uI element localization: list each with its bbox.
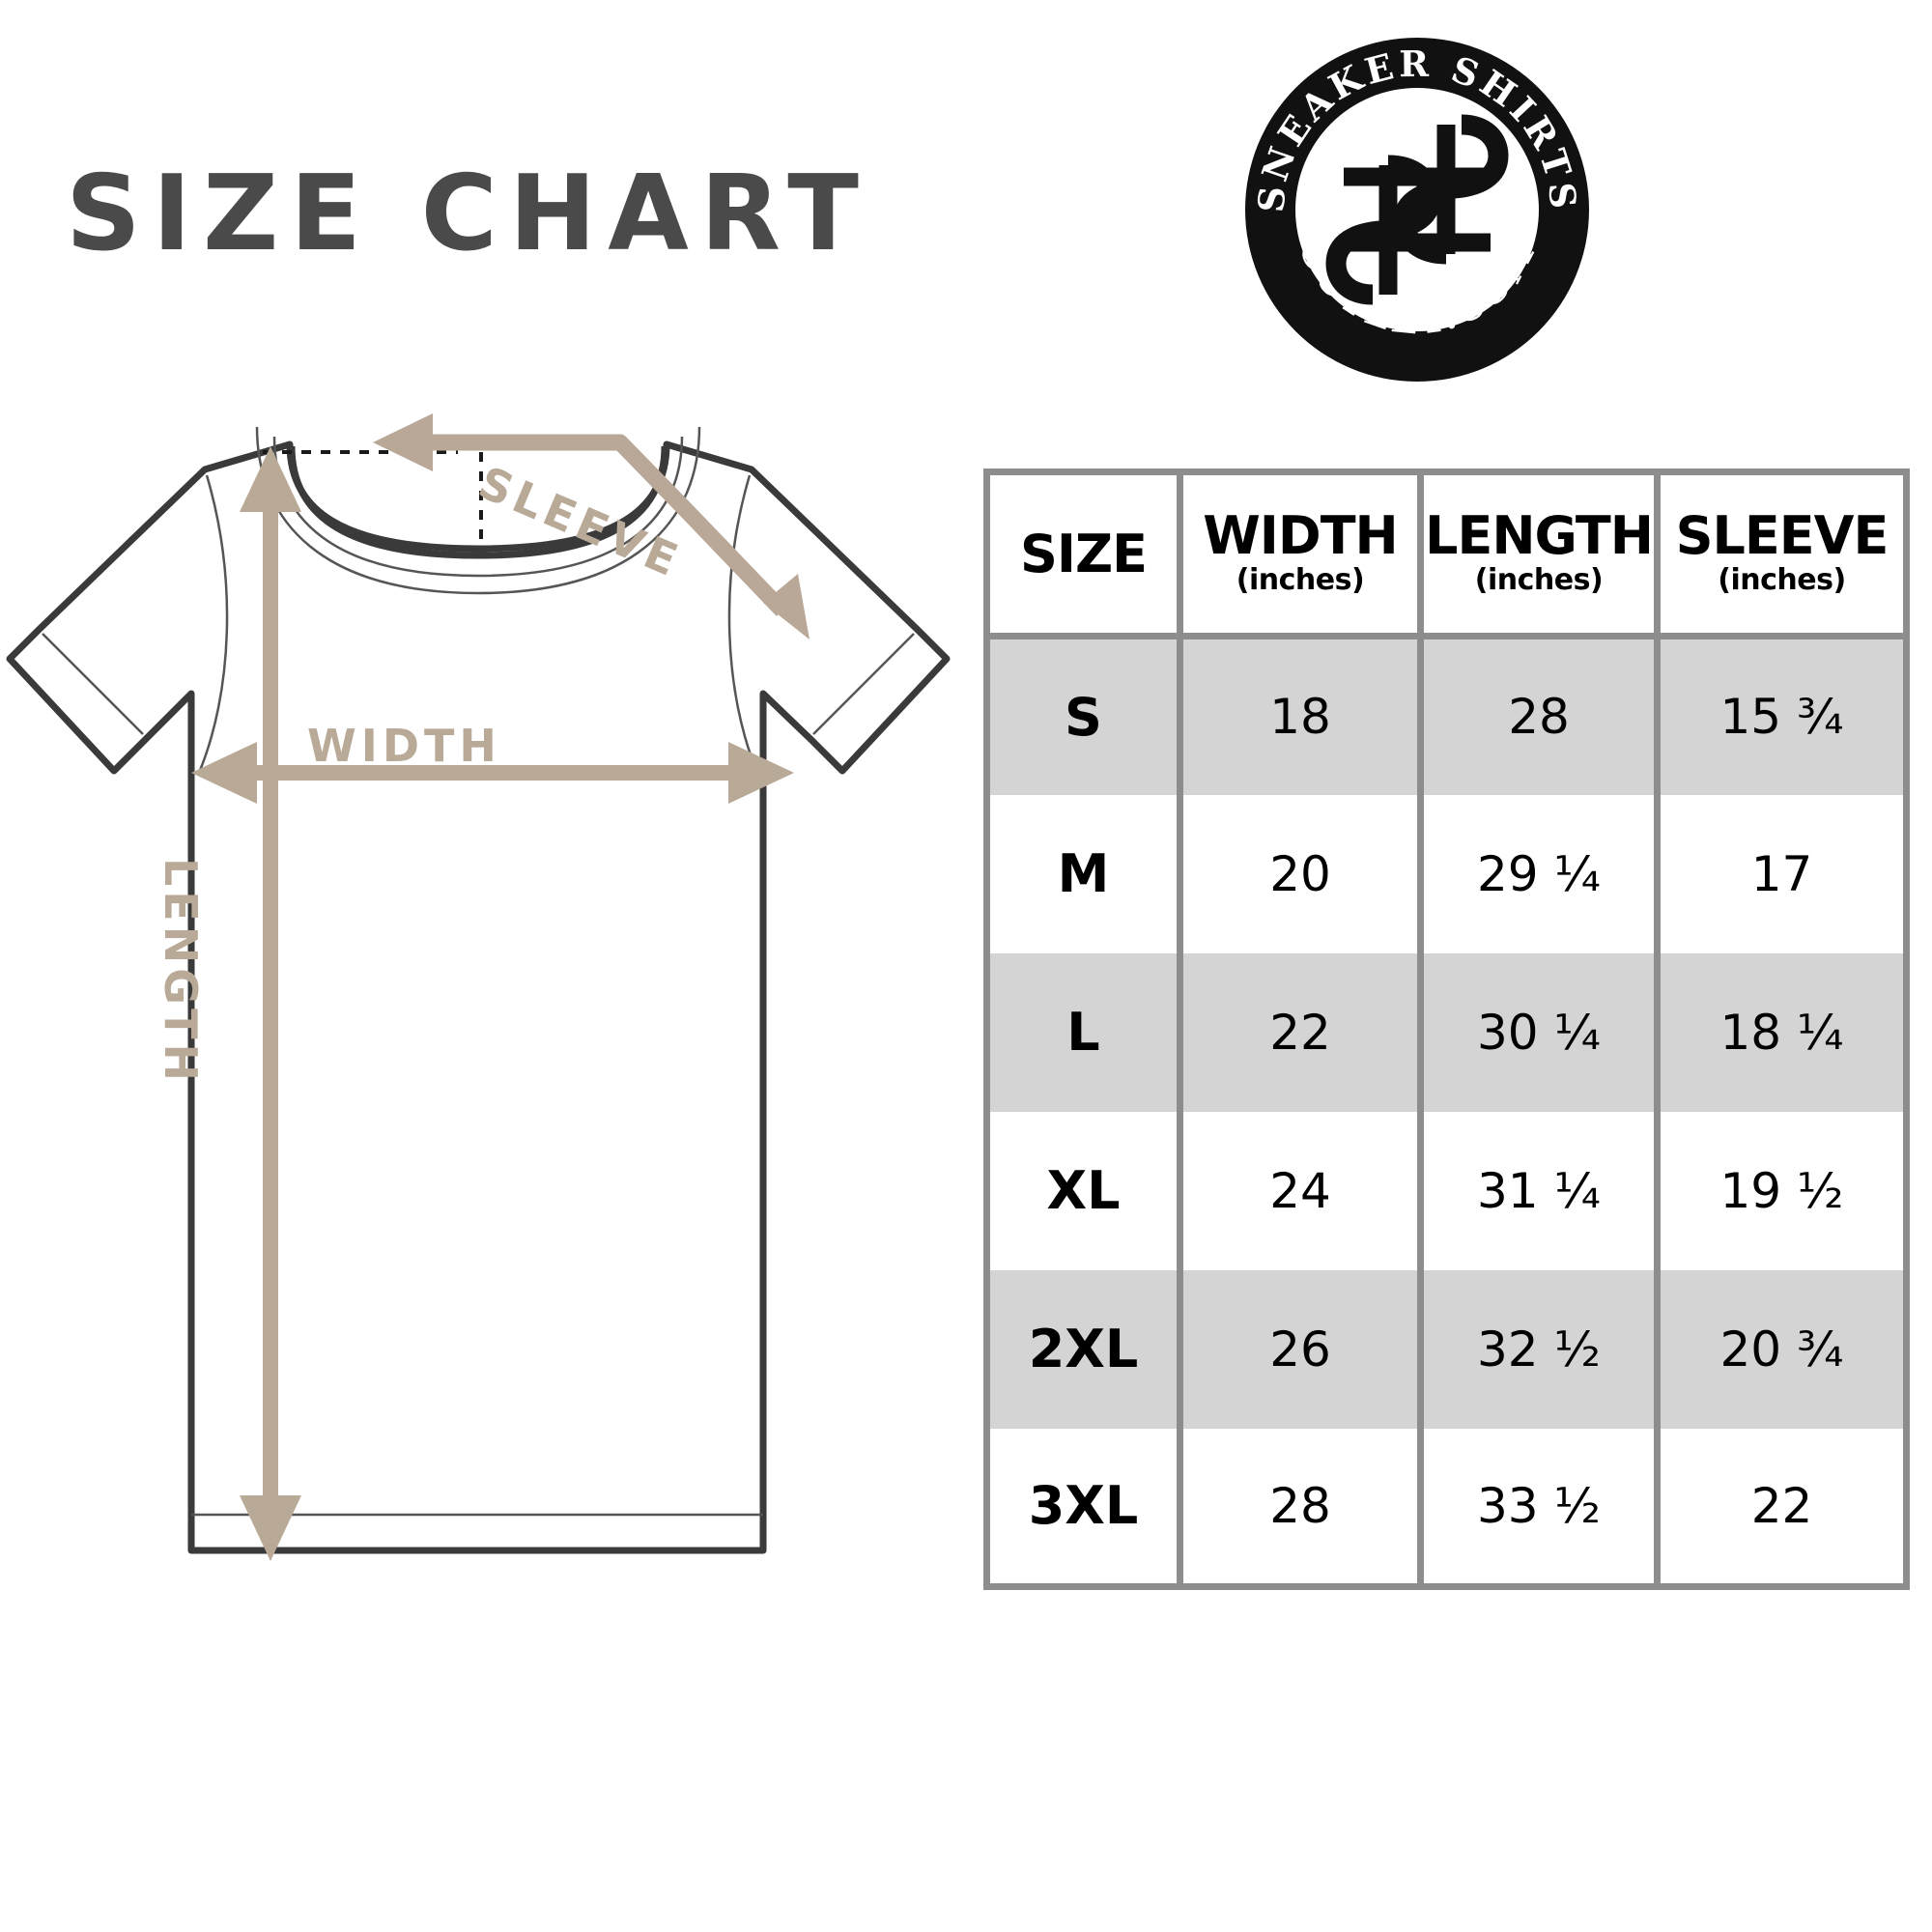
- width-label: WIDTH: [307, 720, 501, 772]
- length-arrow: [240, 446, 301, 1561]
- table-row: 3XL 28 33 ½ 22: [986, 1428, 1907, 1587]
- cell-length: 30 ¼: [1417, 952, 1661, 1112]
- cell-width: 26: [1177, 1269, 1424, 1429]
- shirt-collar: [288, 445, 668, 559]
- column-header-width: WIDTH (inches): [1177, 471, 1424, 639]
- cell-length: 32 ½: [1417, 1269, 1661, 1429]
- cell-size: M: [986, 794, 1183, 953]
- cell-sleeve: 15 ¾: [1654, 636, 1907, 795]
- column-header-size: SIZE: [986, 471, 1183, 639]
- cell-width: 18: [1177, 636, 1424, 795]
- cell-size: L: [986, 952, 1183, 1112]
- table-row: XL 24 31 ¼ 19 ½: [986, 1111, 1907, 1270]
- cell-sleeve: 17: [1654, 794, 1907, 953]
- column-header-size-main: SIZE: [1019, 523, 1148, 584]
- cell-length: 28: [1417, 636, 1661, 795]
- column-header-sleeve-main: SLEEVE: [1675, 505, 1889, 567]
- cell-sleeve: 22: [1654, 1428, 1907, 1587]
- cell-length: 33 ½: [1417, 1428, 1661, 1587]
- table-row: L 22 30 ¼ 18 ¼: [986, 952, 1907, 1112]
- sleeve-arrow-heads: [373, 413, 810, 639]
- cell-sleeve: 18 ¼: [1654, 952, 1907, 1112]
- cell-width: 28: [1177, 1428, 1424, 1587]
- logo-ss-monogram: [1325, 114, 1509, 305]
- cell-size: 3XL: [986, 1428, 1183, 1587]
- cell-length: 29 ¼: [1417, 794, 1661, 953]
- cell-width: 20: [1177, 794, 1424, 953]
- column-header-sleeve-units: (inches): [1718, 563, 1846, 598]
- column-header-sleeve: SLEEVE (inches): [1654, 471, 1907, 639]
- sleeve-arrow: [412, 434, 789, 616]
- width-arrow: [191, 742, 794, 804]
- cell-width: 22: [1177, 952, 1424, 1112]
- cell-size: S: [986, 636, 1183, 795]
- t-shirt-diagram: [0, 386, 966, 1604]
- brand-logo: SNEAKER SHIRTS OUTLET.COM: [1239, 32, 1595, 387]
- table-row: M 20 29 ¼ 17: [986, 794, 1907, 953]
- column-header-width-main: WIDTH: [1203, 505, 1399, 567]
- length-label: LENGTH: [155, 858, 207, 1087]
- size-chart-table: SIZE WIDTH (inches) LENGTH (inches) SLEE…: [983, 469, 1910, 1590]
- cell-length: 31 ¼: [1417, 1111, 1661, 1270]
- column-header-length-units: (inches): [1474, 563, 1604, 598]
- column-header-length-main: LENGTH: [1425, 505, 1654, 567]
- table-header-row: SIZE WIDTH (inches) LENGTH (inches) SLEE…: [986, 471, 1907, 639]
- table-row: 2XL 26 32 ½ 20 ¾: [986, 1269, 1907, 1429]
- table-row: S 18 28 15 ¾: [986, 636, 1907, 795]
- cell-sleeve: 20 ¾: [1654, 1269, 1907, 1429]
- cell-size: 2XL: [986, 1269, 1183, 1429]
- cell-sleeve: 19 ½: [1654, 1111, 1907, 1270]
- column-header-width-units: (inches): [1236, 563, 1365, 598]
- cell-width: 24: [1177, 1111, 1424, 1270]
- shirt-outline: [6, 440, 951, 1554]
- column-header-length: LENGTH (inches): [1417, 471, 1661, 639]
- cell-size: XL: [986, 1111, 1183, 1270]
- page-title: SIZE CHART: [66, 154, 870, 274]
- shirt-seams: [42, 474, 915, 774]
